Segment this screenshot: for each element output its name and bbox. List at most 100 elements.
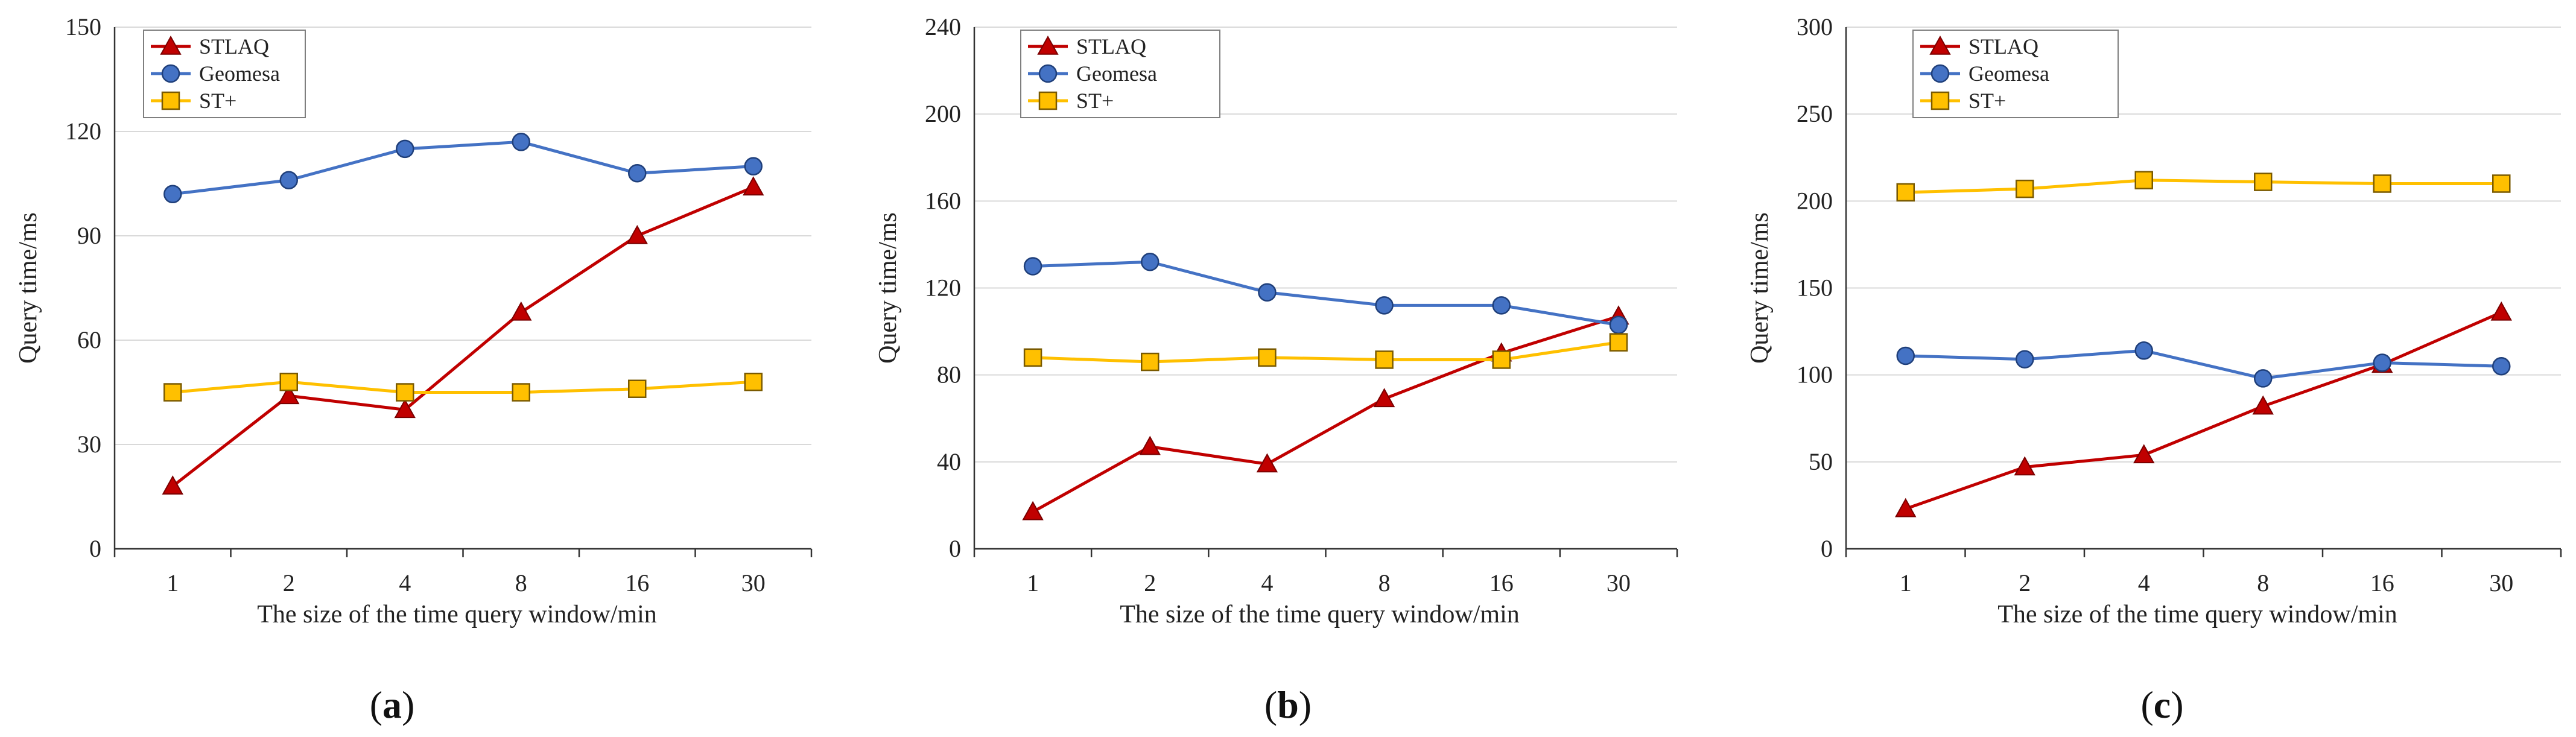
data-point-st-plus — [2492, 174, 2511, 193]
y-tick-label: 160 — [925, 187, 961, 214]
y-tick-label: 120 — [925, 274, 961, 302]
data-point-geomesa — [1375, 296, 1394, 315]
data-point-stlaq — [2490, 301, 2512, 321]
data-point-stlaq — [2014, 456, 2035, 476]
panel-label: (a) — [370, 683, 415, 726]
y-tick-label: 240 — [925, 13, 961, 40]
data-point-geomesa — [744, 157, 763, 176]
data-point-st-plus — [163, 383, 182, 402]
series-line-stlaq — [171, 185, 754, 488]
data-point-stlaq — [1373, 388, 1395, 408]
data-point-stlaq — [743, 176, 764, 196]
legend-marker — [160, 35, 182, 55]
data-point-geomesa — [1141, 253, 1160, 271]
legend-marker — [1929, 35, 1951, 55]
data-point-st-plus — [2373, 174, 2391, 193]
data-point-st-plus — [628, 379, 647, 398]
data-point-stlaq — [1256, 453, 1278, 473]
y-tick-label: 200 — [1797, 187, 1833, 214]
x-tick-label: 8 — [1378, 569, 1391, 596]
legend-entry: STLAQ — [1076, 34, 1146, 59]
x-tick-label: 2 — [1144, 569, 1156, 596]
data-point-stlaq — [1139, 435, 1161, 455]
data-point-st-plus — [1492, 350, 1511, 369]
x-axis-title: The size of the time query window/min — [1997, 601, 2397, 628]
data-point-st-plus — [1023, 348, 1042, 367]
y-tick-label: 100 — [1797, 361, 1833, 388]
series-line-stlaq — [1032, 314, 1619, 513]
data-point-st-plus — [1609, 333, 1628, 352]
data-point-st-plus — [2134, 171, 2153, 189]
data-point-stlaq — [1895, 498, 1917, 517]
legend-entry: STLAQ — [1968, 34, 2038, 59]
chart-panel-a: 0 30 60 90 120 150 1 2 4 8 16 30 The size of the tim… — [14, 13, 813, 726]
data-point-st-plus — [2254, 172, 2273, 191]
data-point-stlaq — [2133, 444, 2155, 464]
x-tick-label: 8 — [515, 569, 527, 596]
legend-marker — [1038, 64, 1058, 83]
y-tick-label: 0 — [949, 535, 961, 562]
y-tick-label: 60 — [77, 326, 101, 353]
y-axis-title: Query time/ms — [1746, 212, 1774, 364]
y-tick-label: 120 — [65, 118, 101, 145]
y-tick-label: 90 — [77, 222, 101, 249]
data-point-st-plus — [1258, 348, 1277, 367]
data-point-stlaq — [278, 385, 300, 405]
data-point-geomesa — [279, 171, 298, 189]
data-point-st-plus — [396, 383, 414, 402]
legend: STLAQ Geomesa ST+ — [143, 30, 306, 118]
legend-marker — [1930, 91, 1950, 110]
data-point-geomesa — [1492, 296, 1511, 315]
data-point-stlaq — [394, 399, 416, 419]
series-line-stlaq — [1905, 311, 2502, 511]
x-tick-label: 16 — [2370, 569, 2394, 596]
series-line-geomesa — [1032, 260, 1619, 327]
x-tick-label: 30 — [1607, 569, 1631, 596]
panel-label: (c) — [2140, 683, 2183, 726]
series-line-st-plus — [1032, 341, 1619, 364]
legend-marker — [161, 91, 180, 110]
y-axis-title: Query time/ms — [874, 212, 902, 364]
data-point-stlaq — [1022, 501, 1044, 520]
x-tick-label: 30 — [2489, 569, 2513, 596]
data-point-stlaq — [162, 475, 183, 495]
legend-entry: Geomesa — [199, 62, 280, 86]
x-tick-label: 1 — [1900, 569, 1912, 596]
y-tick-label: 40 — [937, 448, 961, 475]
series-line-st-plus — [1905, 179, 2502, 194]
legend-entry: ST+ — [1968, 89, 2006, 113]
legend-entry: ST+ — [1076, 89, 1114, 113]
y-tick-label: 200 — [925, 100, 961, 127]
data-point-geomesa — [1023, 257, 1042, 276]
y-tick-label: 250 — [1797, 100, 1833, 127]
series-line-geomesa — [1905, 349, 2502, 380]
legend-entry: STLAQ — [199, 34, 269, 59]
data-point-geomesa — [1258, 283, 1277, 302]
x-tick-label: 8 — [2257, 569, 2269, 596]
data-point-geomesa — [1896, 346, 1915, 365]
data-point-geomesa — [2254, 369, 2273, 388]
legend: STLAQ Geomesa ST+ — [1020, 30, 1220, 118]
legend-entry: Geomesa — [1076, 62, 1157, 86]
y-axis-title: Query time/ms — [14, 212, 42, 364]
series-line-geomesa — [172, 140, 753, 196]
legend-entry: ST+ — [199, 89, 236, 113]
x-axis-title: The size of the time query window/min — [257, 601, 657, 628]
x-tick-label: 4 — [2138, 569, 2150, 596]
x-axis-title: The size of the time query window/min — [1120, 601, 1520, 628]
y-tick-label: 150 — [1797, 274, 1833, 302]
series-line-st-plus — [173, 380, 753, 394]
data-point-geomesa — [2016, 350, 2034, 368]
legend-marker — [1038, 91, 1058, 110]
legend: STLAQ Geomesa ST+ — [1912, 30, 2119, 118]
data-point-st-plus — [1896, 183, 1915, 202]
data-point-st-plus — [2016, 179, 2034, 198]
data-point-geomesa — [396, 139, 414, 159]
y-tick-label: 0 — [1821, 535, 1833, 562]
x-tick-label: 1 — [1027, 569, 1039, 596]
chart-panel-b: 0 40 80 120 160 200 240 1 2 4 8 16 30 The size of the… — [874, 13, 1678, 726]
data-point-geomesa — [163, 185, 182, 204]
legend-marker — [161, 64, 180, 83]
data-point-geomesa — [512, 133, 530, 151]
